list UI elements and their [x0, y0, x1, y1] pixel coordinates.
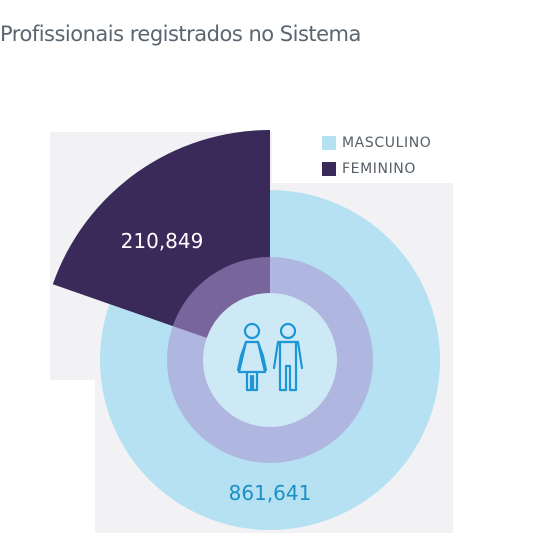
legend-item-feminino: FEMININO: [322, 158, 431, 180]
legend-label-feminino: FEMININO: [342, 161, 417, 177]
legend-swatch-feminino: [322, 162, 336, 176]
center-disc: [203, 293, 337, 427]
value-label-masculino: 861,641: [228, 481, 312, 505]
legend: MASCULINO FEMININO: [322, 132, 431, 184]
value-label-feminino: 210,849: [120, 229, 204, 253]
people-icon: [236, 322, 304, 392]
legend-swatch-masculino: [322, 136, 336, 150]
chart-title: Profissionais registrados no Sistema: [0, 22, 361, 46]
legend-item-masculino: MASCULINO: [322, 132, 431, 154]
legend-label-masculino: MASCULINO: [342, 135, 432, 151]
